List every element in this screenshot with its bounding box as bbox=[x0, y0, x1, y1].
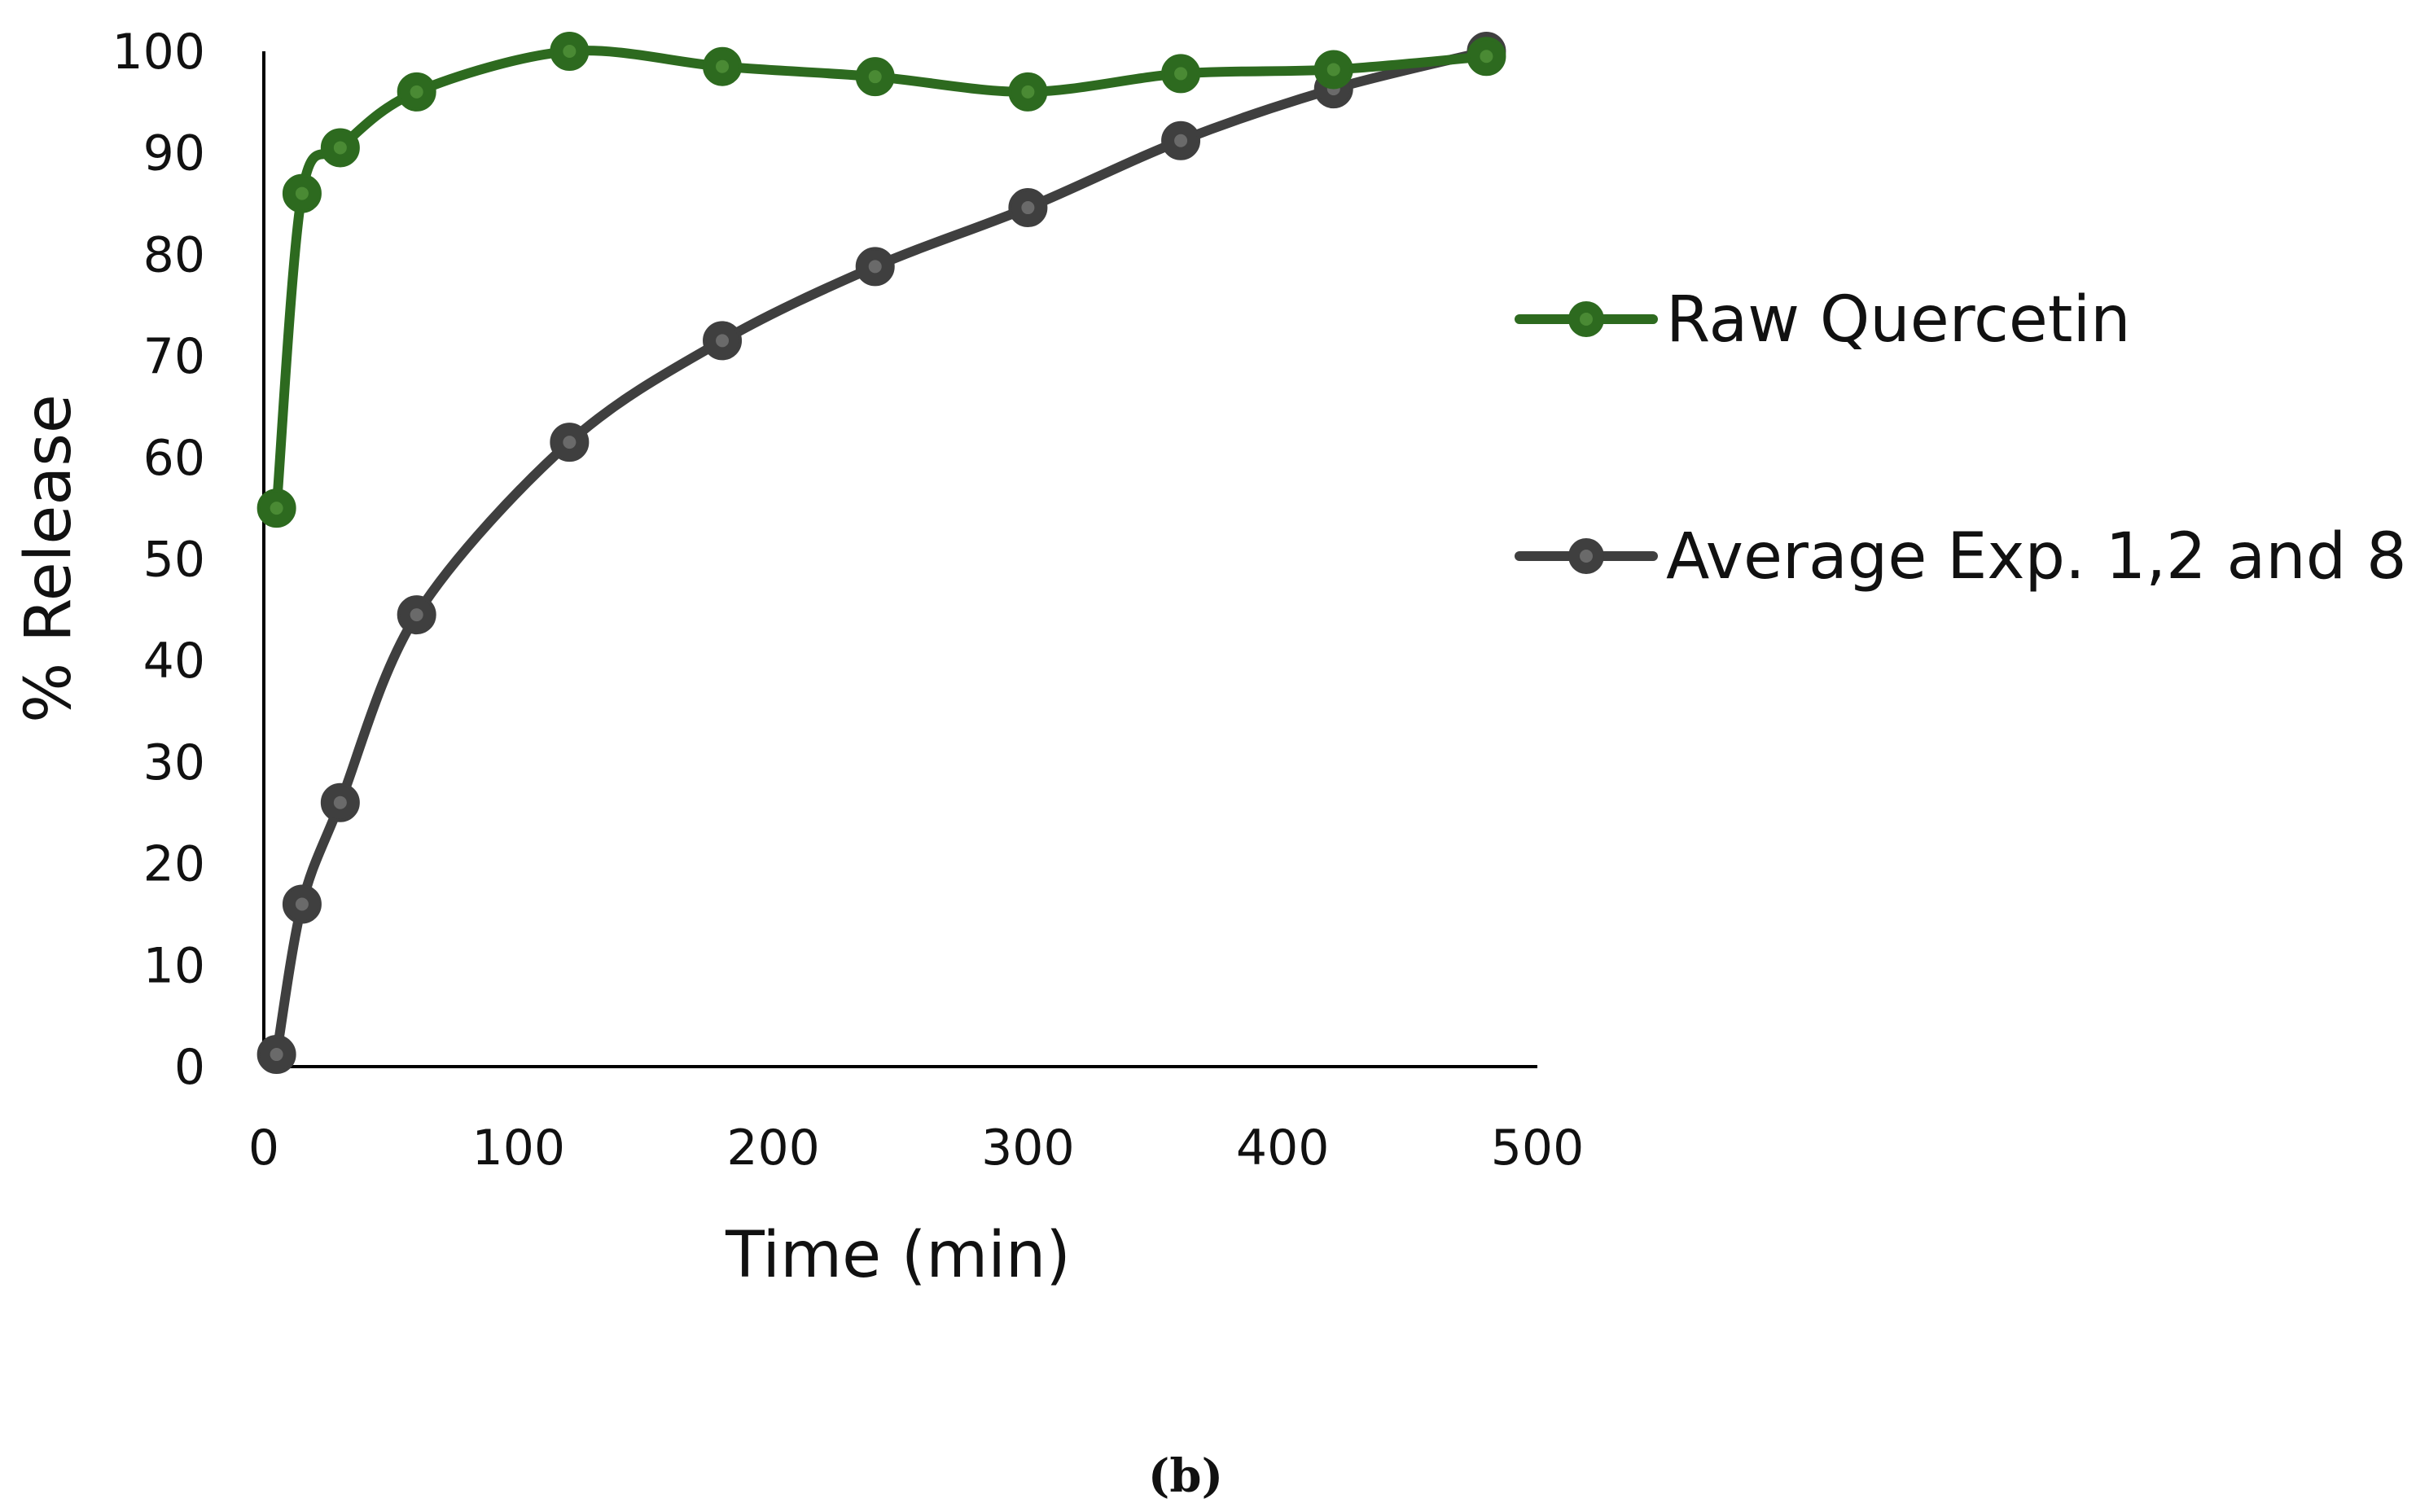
data-point-center bbox=[270, 1048, 283, 1062]
y-tick-label: 0 bbox=[174, 1039, 205, 1096]
x-tick-label: 300 bbox=[981, 1120, 1075, 1177]
legend-item: Average Exp. 1,2 and 8 bbox=[1515, 520, 2407, 594]
data-point-center bbox=[1021, 85, 1035, 99]
y-tick-label: 80 bbox=[143, 226, 205, 283]
series-raw-quercetin bbox=[256, 32, 1506, 528]
data-point-center bbox=[716, 59, 730, 73]
data-point-center bbox=[1480, 50, 1493, 64]
data-point-center bbox=[1174, 134, 1188, 147]
series-average-exp bbox=[256, 32, 1506, 1075]
y-axis-title: % Release bbox=[12, 394, 85, 723]
legend-marker-center bbox=[1580, 313, 1593, 326]
data-point-center bbox=[270, 502, 283, 515]
legend-label: Raw Quercetin bbox=[1666, 283, 2131, 357]
series-line bbox=[271, 46, 1492, 1060]
data-point-center bbox=[295, 186, 309, 200]
data-point-center bbox=[868, 260, 882, 274]
data-point-center bbox=[716, 334, 730, 348]
x-tick-label: 0 bbox=[248, 1120, 279, 1177]
data-point-center bbox=[563, 45, 577, 58]
figure-caption: (b) bbox=[1148, 1449, 1223, 1503]
series-layer bbox=[256, 32, 1506, 1075]
y-tick-label: 50 bbox=[143, 532, 205, 589]
data-point-center bbox=[410, 85, 423, 99]
x-tick-label: 100 bbox=[472, 1120, 566, 1177]
x-tick-label: 400 bbox=[1236, 1120, 1330, 1177]
data-point-center bbox=[410, 608, 423, 622]
data-point-center bbox=[868, 70, 882, 84]
data-point-center bbox=[1326, 63, 1340, 77]
data-point-center bbox=[333, 795, 347, 809]
x-axis-title: Time (min) bbox=[725, 1219, 1071, 1292]
plot-area bbox=[262, 51, 1537, 1068]
y-tick-label: 100 bbox=[112, 24, 205, 81]
y-axis-ticks: 0 10 20 30 40 50 60 70 80 90 100 bbox=[112, 24, 205, 1096]
data-point-center bbox=[333, 141, 347, 155]
y-tick-label: 20 bbox=[143, 836, 205, 893]
legend-marker-center bbox=[1580, 550, 1593, 563]
y-tick-label: 90 bbox=[143, 125, 205, 182]
legend-item: Raw Quercetin bbox=[1515, 283, 2131, 357]
y-tick-label: 40 bbox=[143, 633, 205, 690]
data-point-center bbox=[295, 897, 309, 911]
x-tick-label: 200 bbox=[726, 1120, 820, 1177]
y-tick-label: 10 bbox=[143, 937, 205, 994]
legend: Raw Quercetin Average Exp. 1,2 and 8 bbox=[1515, 283, 2407, 594]
data-point-center bbox=[1021, 201, 1035, 215]
x-axis-ticks: 0 100 200 300 400 500 bbox=[248, 1120, 1584, 1177]
data-point-center bbox=[563, 436, 577, 449]
data-point-center bbox=[1174, 67, 1188, 81]
y-tick-label: 30 bbox=[143, 734, 205, 791]
legend-label: Average Exp. 1,2 and 8 bbox=[1666, 520, 2407, 594]
y-tick-label: 70 bbox=[143, 328, 205, 385]
x-tick-label: 500 bbox=[1491, 1120, 1585, 1177]
y-tick-label: 60 bbox=[143, 430, 205, 487]
